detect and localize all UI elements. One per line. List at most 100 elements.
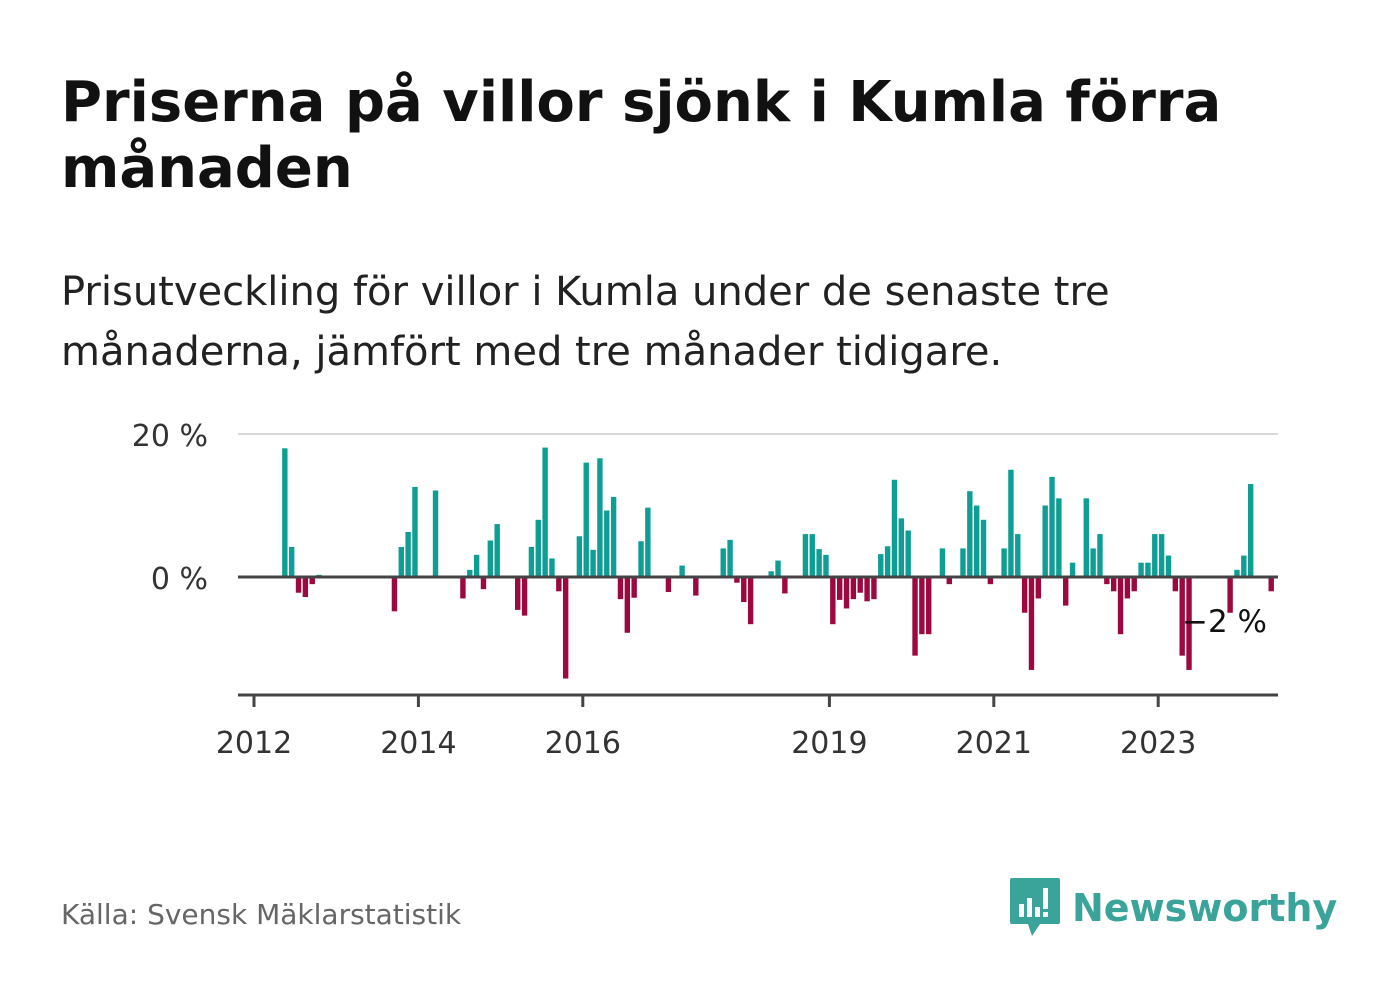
bar <box>871 577 877 600</box>
bar <box>836 577 843 600</box>
bar <box>467 569 473 577</box>
bar <box>576 536 583 578</box>
bar <box>610 496 617 577</box>
source-note: Källa: Svensk Mäklarstatistik <box>61 898 462 931</box>
bar <box>898 518 905 577</box>
bar <box>412 486 418 577</box>
bar <box>1247 484 1254 577</box>
bar <box>583 462 589 577</box>
bar <box>295 577 302 593</box>
bar <box>1227 577 1233 613</box>
bar <box>604 510 610 577</box>
bar <box>816 549 822 578</box>
x-tick-label: 2014 <box>380 726 456 761</box>
chart-subtitle: Prisutveckling för villor i Kumla under … <box>61 269 1110 375</box>
bar <box>665 577 672 593</box>
bar <box>288 546 295 577</box>
bar <box>1063 577 1069 606</box>
bar <box>1083 498 1089 577</box>
bar <box>631 577 637 598</box>
bar <box>720 548 726 577</box>
bar <box>939 548 946 577</box>
bar <box>1131 577 1137 592</box>
bar <box>830 577 836 625</box>
bar <box>926 577 932 635</box>
y-tick-label: 20 % <box>132 419 208 454</box>
bar <box>282 448 288 577</box>
bar <box>1145 562 1151 577</box>
bar <box>309 577 315 585</box>
bar <box>843 577 850 609</box>
bar <box>775 560 781 578</box>
bar <box>802 534 809 577</box>
bar <box>1158 534 1165 577</box>
bar <box>727 539 733 577</box>
bar <box>398 546 404 577</box>
bar <box>946 577 952 585</box>
bar <box>1117 577 1124 635</box>
bar <box>302 577 309 598</box>
bar <box>638 541 644 577</box>
bar <box>905 530 911 578</box>
bar <box>960 548 966 577</box>
bar <box>1021 577 1028 613</box>
bar <box>494 524 500 577</box>
bar <box>460 577 466 599</box>
bar <box>768 571 774 577</box>
bar <box>487 540 494 577</box>
bar <box>562 577 569 679</box>
bar <box>980 519 987 577</box>
bar <box>391 577 398 612</box>
bar <box>624 577 631 633</box>
axis-layer: 20 % 0 % 2012 2014 2016 2019 2021 2023 −2 % <box>132 419 1278 761</box>
bar <box>590 549 596 577</box>
bar <box>1097 534 1103 577</box>
bar <box>1165 555 1172 577</box>
brand-logo: Newsworthy <box>1008 876 1337 940</box>
x-tick-label: 2019 <box>791 726 867 761</box>
x-tick-label: 2016 <box>545 726 621 761</box>
bar <box>549 558 555 577</box>
bar <box>1172 577 1179 592</box>
newsworthy-logo-icon <box>1010 878 1060 936</box>
bars <box>282 447 1274 679</box>
bar <box>693 577 699 596</box>
bar <box>747 577 754 625</box>
x-tick-label: 2021 <box>956 726 1032 761</box>
bar <box>1268 577 1274 592</box>
bar <box>473 554 480 578</box>
bar <box>1028 577 1035 670</box>
last-value-label: −2 % <box>1182 604 1267 640</box>
bar <box>741 577 747 603</box>
bar <box>1124 577 1131 599</box>
bar <box>515 577 521 610</box>
bar <box>521 577 528 616</box>
bar <box>1186 577 1192 670</box>
bar <box>734 577 740 583</box>
y-tick-label: 0 % <box>151 562 208 597</box>
bar <box>1049 476 1055 577</box>
bar <box>912 577 918 656</box>
bar <box>1008 469 1014 577</box>
brand-name: Newsworthy <box>1072 886 1338 930</box>
bar <box>1179 577 1185 656</box>
bar <box>967 491 973 577</box>
bar <box>617 577 624 600</box>
bar <box>1152 534 1158 577</box>
bar <box>528 546 535 577</box>
bar <box>542 447 548 577</box>
chart-title: Priserna på villor sjönk i Kumla förra m… <box>61 70 1222 201</box>
bar <box>1069 562 1076 577</box>
bar <box>919 577 925 635</box>
bar <box>878 554 884 577</box>
bar-chart: 20 % 0 % 2012 2014 2016 2019 2021 2023 −2 % <box>132 419 1278 761</box>
bar <box>432 490 439 577</box>
bar <box>597 458 603 577</box>
bar <box>823 554 829 578</box>
bar <box>1241 555 1247 577</box>
bar <box>645 507 651 577</box>
bar <box>1090 548 1096 577</box>
bar <box>850 577 857 600</box>
bar <box>1015 534 1021 577</box>
bar <box>480 577 487 590</box>
